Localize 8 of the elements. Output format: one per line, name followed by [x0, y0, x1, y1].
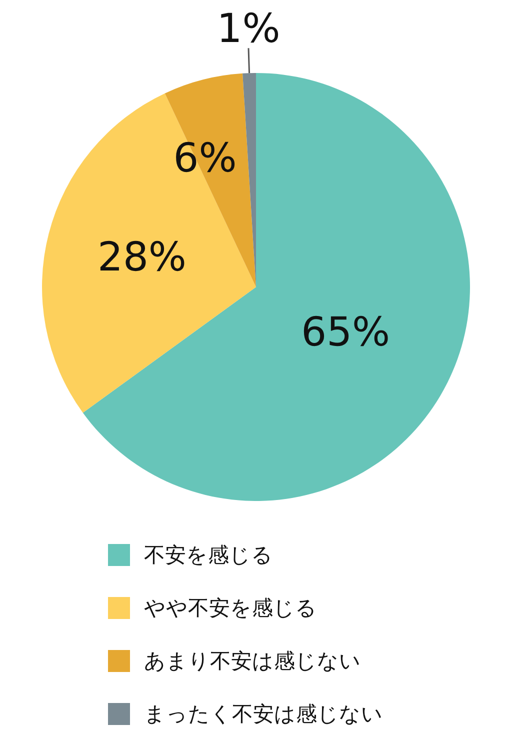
- legend-label: 不安を感じる: [144, 543, 273, 567]
- legend-label: まったく不安は感じない: [144, 702, 383, 726]
- data-label: 28%: [98, 234, 186, 281]
- data-label: 65%: [301, 310, 390, 356]
- data-label: 1%: [216, 6, 280, 52]
- data-label: 6%: [173, 135, 237, 182]
- legend-label: やや不安を感じる: [144, 596, 317, 620]
- legend-label: あまり不安は感じない: [144, 649, 361, 673]
